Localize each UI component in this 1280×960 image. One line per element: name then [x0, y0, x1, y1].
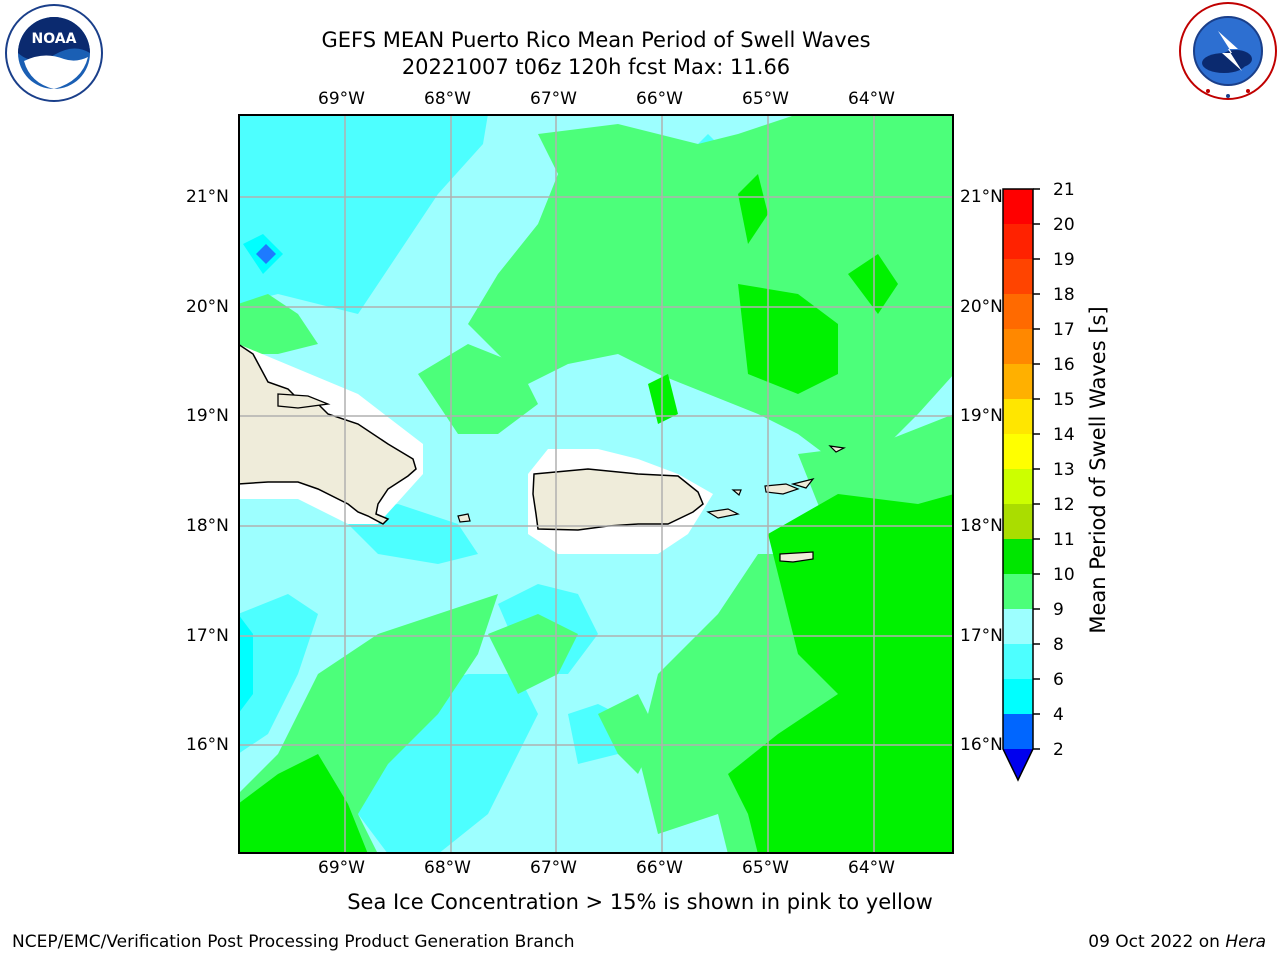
lat-tick-left-16n: 16°N	[186, 735, 229, 755]
vieques-island	[706, 508, 740, 519]
footer-date-text: 09 Oct 2022 on	[1088, 932, 1226, 952]
footer-machine: Hera	[1225, 932, 1266, 952]
lon-tick-top-68w: 68°W	[424, 89, 471, 109]
anegada-island	[828, 445, 846, 453]
colorbar-segments	[1003, 189, 1033, 780]
colorbar-tick-label: 10	[1053, 565, 1075, 585]
lon-tick-bottom-64w: 64°W	[848, 858, 895, 878]
map-title: GEFS MEAN Puerto Rico Mean Period of Swe…	[321, 28, 871, 52]
lon-tick-top-65w: 65°W	[742, 89, 789, 109]
nws-logo-icon	[1179, 2, 1277, 100]
colorbar-tick-label: 14	[1053, 425, 1075, 445]
lat-tick-right-20n: 20°N	[960, 297, 1003, 317]
mona-island	[457, 513, 471, 523]
lat-tick-right-16n: 16°N	[960, 735, 1003, 755]
colorbar-title: Mean Period of Swell Waves [s]	[1086, 306, 1110, 634]
colorbar-tick-label: 11	[1053, 530, 1075, 550]
colorbar-tick-label: 13	[1053, 460, 1075, 480]
lon-tick-bottom-65w: 65°W	[742, 858, 789, 878]
noaa-logo-icon: NOAA	[5, 4, 103, 102]
colorbar-tick-label: 19	[1053, 250, 1075, 270]
colorbar-tick-label: 6	[1053, 670, 1064, 690]
footer-credit: NCEP/EMC/Verification Post Processing Pr…	[12, 932, 575, 952]
colorbar-tick-label: 9	[1053, 600, 1064, 620]
colorbar-tick-label: 17	[1053, 320, 1075, 340]
colorbar-tick-label: 18	[1053, 285, 1075, 305]
lat-tick-left-17n: 17°N	[186, 626, 229, 646]
lon-tick-bottom-69w: 69°W	[318, 858, 365, 878]
tortuga-island	[277, 393, 331, 409]
lon-tick-bottom-67w: 67°W	[530, 858, 577, 878]
band-10-11-regions	[238, 174, 954, 854]
band-2-4-spot	[256, 244, 276, 264]
lat-tick-left-19n: 19°N	[186, 406, 229, 426]
colorbar-tick-label: 20	[1053, 215, 1075, 235]
virgin-islands-west	[764, 483, 800, 495]
forecast-subtitle: 20221007 t06z 120h fcst Max: 11.66	[401, 55, 791, 79]
lat-tick-right-17n: 17°N	[960, 626, 1003, 646]
colorbar-tick-label: 4	[1053, 705, 1064, 725]
culebra-island	[731, 489, 742, 496]
swell-period-map	[238, 114, 954, 854]
colorbar-tick-label: 8	[1053, 635, 1064, 655]
noaa-logo-text: NOAA	[32, 31, 77, 47]
puerto-rico-landmass	[532, 468, 704, 531]
virgin-islands-east	[790, 477, 815, 489]
map-frame	[238, 114, 954, 854]
lat-tick-left-21n: 21°N	[186, 187, 229, 207]
lon-tick-top-66w: 66°W	[636, 89, 683, 109]
colorbar-tick-label: 21	[1053, 180, 1075, 200]
sea-ice-note: Sea Ice Concentration > 15% is shown in …	[347, 890, 933, 914]
lat-tick-right-19n: 19°N	[960, 406, 1003, 426]
lon-tick-top-69w: 69°W	[318, 89, 365, 109]
lat-tick-left-18n: 18°N	[186, 516, 229, 536]
st-croix-island	[779, 551, 814, 563]
colorbar-tick-label: 12	[1053, 495, 1075, 515]
colorbar-tick-label: 16	[1053, 355, 1075, 375]
colorbar-tick-label: 2	[1053, 740, 1064, 760]
colorbar	[1002, 188, 1040, 782]
colorbar-tick-label: 15	[1053, 390, 1075, 410]
lon-tick-bottom-68w: 68°W	[424, 858, 471, 878]
lat-tick-left-20n: 20°N	[186, 297, 229, 317]
lat-tick-right-21n: 21°N	[960, 187, 1003, 207]
lon-tick-top-67w: 67°W	[530, 89, 577, 109]
lon-tick-top-64w: 64°W	[848, 89, 895, 109]
colorbar-outline	[1002, 188, 1034, 782]
lon-tick-bottom-66w: 66°W	[636, 858, 683, 878]
lat-tick-right-18n: 18°N	[960, 516, 1003, 536]
lat-lon-grid	[238, 114, 954, 854]
colorbar-ticks	[1033, 188, 1040, 750]
footer-date: 09 Oct 2022 on Hera	[1088, 932, 1266, 952]
